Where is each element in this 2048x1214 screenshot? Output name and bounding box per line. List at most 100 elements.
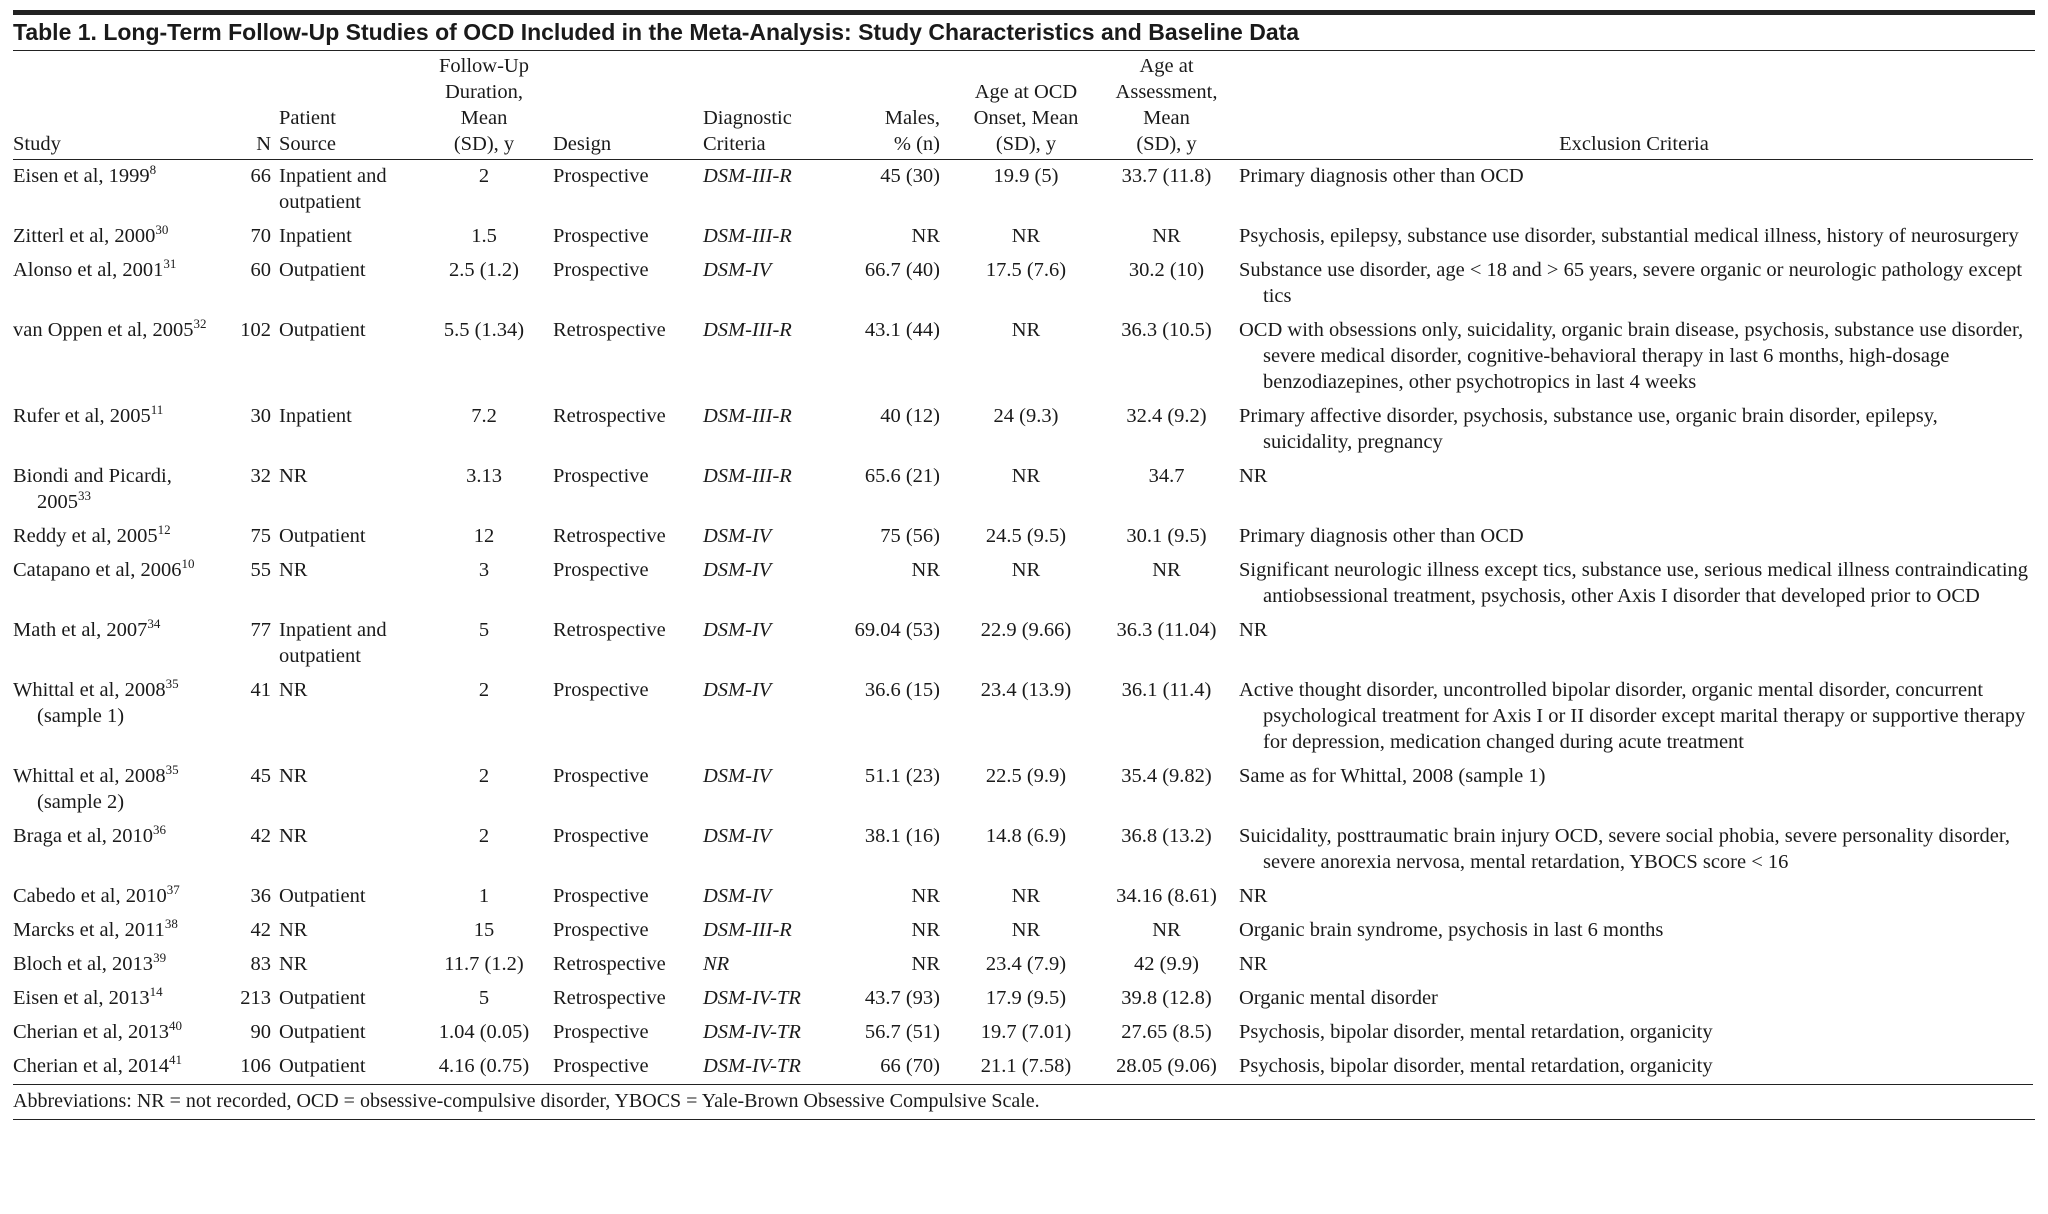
table-row: Cherian et al, 201340 90 Outpatient 1.04 (0… (13, 1016, 2033, 1050)
table-cell: 45 (250, 765, 272, 787)
table-cell: 41 (250, 679, 272, 701)
table-cell: 213 (240, 987, 271, 1009)
table-cell: NR (1235, 948, 2033, 982)
table-cell: DSM-IV-TR (703, 1021, 801, 1043)
table-cell: 36.3 (10.5) (1121, 319, 1212, 341)
table-cell: Outpatient (275, 1050, 419, 1085)
exclusion-criteria: Suicidality, posttraumatic brain injury … (1239, 825, 2010, 873)
table-cell: 43.7 (93) (864, 987, 940, 1009)
reference: 37 (166, 882, 180, 898)
table-cell: 5 (478, 987, 490, 1009)
table-cell: 2 (478, 765, 490, 787)
footnote: Abbreviations: NR = not recorded, OCD = … (13, 1085, 2035, 1120)
document: Table 1. Long-Term Follow-Up Studies of … (13, 10, 2035, 1120)
table-cell: NR (1011, 465, 1041, 487)
header-line: Age at OCD (974, 81, 1078, 103)
study-note: (sample 2) (37, 791, 125, 813)
reference: 8 (149, 162, 157, 178)
study-name: Braga et al, 2010 (13, 825, 154, 847)
table-cell: 30 (250, 405, 272, 427)
table-cell: Significant neurologic illness except ti… (1235, 554, 2033, 614)
table-cell: 56.7 (51) (864, 1021, 940, 1043)
study-cell: Biondi and Picardi, 200533 (13, 460, 229, 520)
table-cell: 27.65 (8.5) (1121, 1021, 1212, 1043)
table-cell: Active thought disorder, uncontrolled bi… (1235, 674, 2033, 760)
table-cell: 11.7 (1.2) (444, 953, 524, 975)
table-cell: Outpatient (279, 885, 366, 907)
header-line: (SD), y (995, 133, 1057, 155)
table-cell: DSM-III-R (703, 405, 792, 427)
header-line: Exclusion Criteria (1559, 133, 1709, 155)
table-cell: NR (1152, 559, 1181, 581)
table-cell: NR (279, 953, 308, 975)
table-cell: DSM-III-R (703, 165, 792, 187)
table-cell: Prospective (553, 165, 649, 187)
column-header: Diagnostic Criteria (699, 51, 843, 160)
table-cell: DSM-IV (703, 885, 772, 907)
table-cell: NR (1011, 919, 1041, 941)
table-cell: 12 (473, 525, 495, 547)
study: Cherian et al, 201340 (13, 1019, 225, 1045)
table-cell: 102 (240, 319, 271, 341)
table-cell: NR (911, 953, 940, 975)
table-cell: 23.4 (7.9) (985, 953, 1067, 975)
table-cell: 19.7 (7.01) (980, 1021, 1072, 1043)
exclusion-criteria: Psychosis, bipolar disorder, mental reta… (1239, 1055, 1713, 1077)
study: Cabedo et al, 201037 (13, 883, 225, 909)
table-row: van Oppen et al, 200532 102 Outpatient 5.5 … (13, 314, 2033, 400)
exclusion-criteria: Primary diagnosis other than OCD (1239, 525, 1524, 547)
exclusion-criteria: NR (1239, 953, 1268, 975)
table-cell: 60 (250, 259, 272, 281)
header-line: Design (553, 133, 612, 155)
table-cell: 55 (250, 559, 272, 581)
study-cell: Cabedo et al, 201037 (13, 880, 229, 914)
table-cell: 83 (250, 953, 272, 975)
table-row: Marcks et al, 201138 42 NR 15 Prospective DSM… (13, 914, 2033, 948)
column-header: N (229, 51, 275, 160)
table-cell: DSM-IV (703, 559, 772, 581)
exclusion-criteria: Substance use disorder, age < 18 and > 6… (1239, 259, 2023, 307)
reference: 31 (163, 256, 177, 272)
study-name: Alonso et al, 2001 (13, 259, 164, 281)
table-row: Reddy et al, 200512 75 Outpatient 12 Retrosp… (13, 520, 2033, 554)
table-cell: Retrospective (553, 525, 666, 547)
study: Rufer et al, 200511 (13, 403, 225, 429)
table-cell: 23.4 (13.9) (980, 679, 1072, 701)
table-cell: 3.13 (466, 465, 502, 487)
table-cell: Retrospective (553, 619, 666, 641)
exclusion-criteria: NR (1239, 619, 1268, 641)
table-cell: 30.1 (9.5) (1126, 525, 1207, 547)
table-row: Braga et al, 201036 42 NR 2 Prospective DSM-I… (13, 820, 2033, 880)
table-cell: 2.5 (1.2) (448, 259, 520, 281)
exclusion-criteria: Primary diagnosis other than OCD (1239, 165, 1524, 187)
study-cell: Reddy et al, 200512 (13, 520, 229, 554)
study-note: (sample 1) (37, 705, 125, 727)
table-cell: 7.2 (471, 405, 497, 427)
table-cell: Prospective (549, 1050, 699, 1085)
table-cell: 66.7 (40) (864, 259, 940, 281)
table-cell: NR (911, 919, 940, 941)
table-cell: 2 (478, 679, 490, 701)
header-line: Males, (884, 107, 940, 129)
table-header: Study N Patient Source Follow-Up Duration, Mea… (13, 51, 2033, 160)
table-cell: 34.16 (8.61) (1116, 885, 1217, 907)
column-header: Exclusion Criteria (1235, 51, 2033, 160)
study-cell: Zitterl et al, 200030 (13, 220, 229, 254)
table-cell: Prospective (553, 465, 649, 487)
header-line: Source (279, 133, 336, 155)
table-cell: 30.2 (10) (1128, 259, 1205, 281)
table-cell: DSM-IV (703, 765, 772, 787)
table-cell: 1 (478, 885, 490, 907)
exclusion-criteria: NR (1239, 465, 1268, 487)
table-cell: OCD with obsessions only, suicidality, o… (1235, 314, 2033, 400)
table-cell: 17.5 (7.6) (985, 259, 1067, 281)
table-cell: Prospective (553, 885, 649, 907)
table-cell: DSM-IV (703, 679, 772, 701)
table-cell: Prospective (553, 259, 649, 281)
table-cell: NR (279, 919, 308, 941)
table-cell: Prospective (553, 1021, 649, 1043)
header-line: Age at (1139, 55, 1194, 77)
column-header: Males, % (n) (843, 51, 954, 160)
header-line: Mean (460, 107, 508, 129)
table-cell: NR (911, 559, 940, 581)
